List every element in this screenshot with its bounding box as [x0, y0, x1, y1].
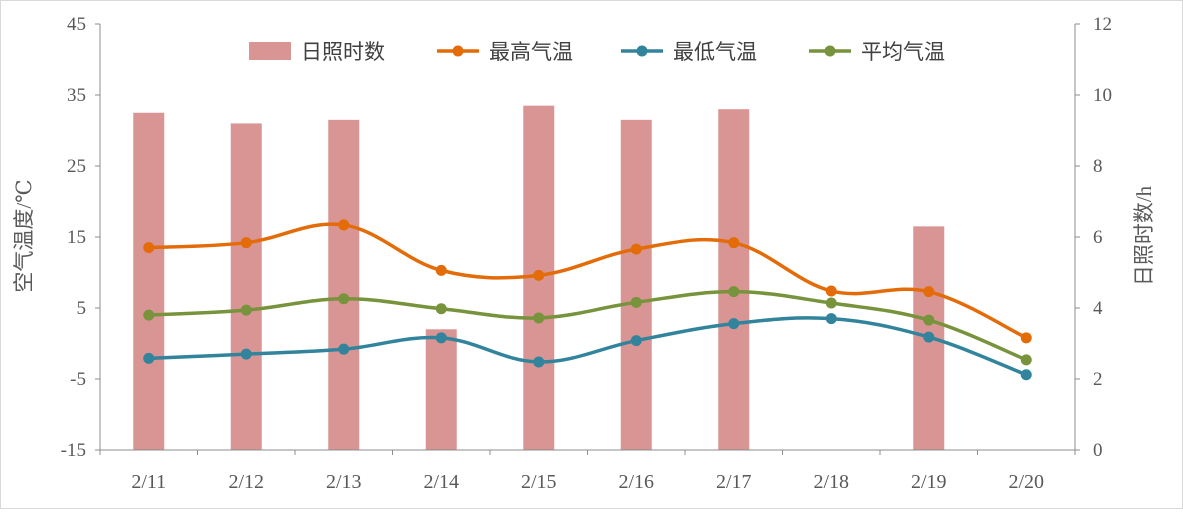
bar-2/14: [425, 329, 457, 450]
legend-swatch-marker: [452, 45, 464, 57]
point-series-2-2/17: [728, 286, 740, 298]
y-axis-left-label: 空气温度/℃: [12, 179, 36, 292]
y-left-tick-label: 35: [67, 85, 86, 106]
y-left-tick-label: 15: [67, 227, 86, 248]
point-series-2-2/15: [533, 312, 545, 324]
y-right-tick-label: 12: [1093, 14, 1112, 35]
line-series-2: [147, 289, 1028, 362]
point-series-0-2/14: [435, 264, 447, 276]
legend-swatch-marker: [636, 45, 648, 57]
y-right-tick-label: 8: [1093, 156, 1103, 177]
point-series-1-2/17: [728, 318, 740, 330]
point-series-2-2/19: [923, 314, 935, 326]
y-right-tick-label: 2: [1093, 369, 1103, 390]
point-series-1-2/18: [825, 313, 837, 325]
y-right-tick-label: 6: [1093, 227, 1103, 248]
y-left-tick-label: -5: [70, 369, 86, 390]
point-series-0-2/20: [1020, 332, 1032, 344]
point-series-1-2/11: [143, 352, 155, 364]
point-series-0-2/15: [533, 269, 545, 281]
bar-2/13: [328, 119, 360, 450]
point-series-2-2/18: [825, 297, 837, 309]
point-series-1-2/12: [240, 348, 252, 360]
point-series-0-2/11: [143, 242, 155, 254]
x-tick-label: 2/17: [716, 471, 752, 493]
point-series-2-2/16: [630, 296, 642, 308]
legend-label: 日照时数: [301, 40, 385, 64]
x-tick-label: 2/20: [1008, 471, 1044, 493]
point-series-0-2/18: [825, 285, 837, 297]
bar-2/11: [133, 112, 165, 450]
x-tick-label: 2/12: [228, 471, 264, 493]
bar-2/16: [620, 119, 652, 450]
line-series-0: [147, 222, 1028, 340]
bar-2/17: [718, 109, 750, 450]
legend-swatch-marker: [824, 45, 836, 57]
y-right-tick-label: 0: [1093, 440, 1103, 461]
y-right-tick-label: 4: [1093, 298, 1103, 319]
point-series-0-2/12: [240, 237, 252, 249]
point-series-1-2/15: [533, 356, 545, 368]
x-tick-label: 2/18: [813, 471, 849, 493]
line-series-1: [147, 316, 1028, 377]
y-axis-right-label: 日照时数/h: [1132, 185, 1156, 286]
point-series-2-2/12: [240, 304, 252, 316]
y-left-tick-label: 25: [67, 156, 86, 177]
legend-item-0: 日照时数: [249, 40, 385, 64]
legend-item-1: 最高气温: [437, 40, 573, 64]
x-tick-label: 2/19: [911, 471, 947, 493]
legend-label: 最高气温: [489, 40, 573, 64]
x-tick-label: 2/15: [521, 471, 557, 493]
point-series-0-2/16: [630, 243, 642, 255]
y-left-tick-label: -15: [61, 440, 86, 461]
point-series-1-2/19: [923, 331, 935, 343]
y-right-tick-label: 10: [1093, 85, 1112, 106]
x-tick-label: 2/11: [131, 471, 166, 493]
legend-swatch-bar: [249, 42, 291, 60]
point-series-0-2/19: [923, 286, 935, 298]
legend-label: 平均气温: [861, 40, 945, 64]
x-tick-label: 2/13: [326, 471, 362, 493]
point-series-2-2/13: [338, 293, 350, 305]
x-tick-label: 2/16: [618, 471, 654, 493]
legend-label: 最低气温: [673, 40, 757, 64]
legend-item-2: 最低气温: [621, 40, 757, 64]
point-series-1-2/16: [630, 335, 642, 347]
bar-2/12: [230, 123, 262, 451]
point-series-0-2/17: [728, 237, 740, 249]
legend-item-3: 平均气温: [809, 40, 945, 64]
point-series-2-2/20: [1020, 354, 1032, 366]
point-series-1-2/13: [338, 343, 350, 355]
y-left-tick-label: 5: [77, 298, 87, 319]
x-tick-label: 2/14: [423, 471, 459, 493]
point-series-0-2/13: [338, 219, 350, 231]
point-series-2-2/14: [435, 303, 447, 315]
point-series-1-2/14: [435, 332, 447, 344]
y-left-tick-label: 45: [67, 14, 86, 35]
point-series-1-2/20: [1020, 369, 1032, 381]
point-series-2-2/11: [143, 309, 155, 321]
